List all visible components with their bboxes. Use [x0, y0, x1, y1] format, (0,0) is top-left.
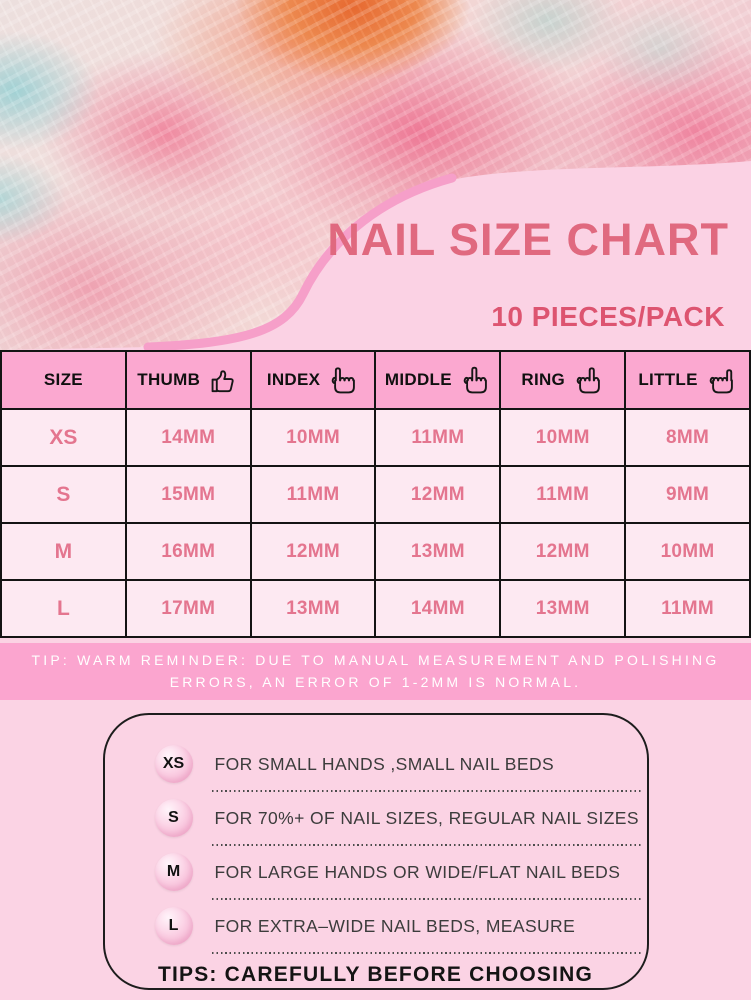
panel-shape [0, 161, 751, 350]
column-label: MIDDLE [384, 370, 452, 389]
size-label: XS [0, 408, 127, 467]
column-label: LITTLE [638, 370, 698, 389]
size-label: L [0, 579, 127, 638]
size-value: 9MM [624, 465, 751, 524]
size-value: 13MM [249, 579, 377, 638]
table-row: S 15MM 11MM 12MM 11MM 9MM [0, 465, 751, 524]
size-value: 8MM [624, 408, 751, 467]
size-value: 11MM [374, 408, 502, 467]
guide-description: FOR LARGE HANDS OR WIDE/FLAT NAIL BEDS [214, 861, 621, 882]
size-value: 14MM [124, 408, 252, 467]
column-header-index: INDEX [249, 350, 377, 410]
index-finger-icon [327, 364, 359, 396]
header-row: SIZE THUMB INDEX MIDDLE RING LITTLE [0, 350, 751, 410]
dotted-divider [211, 898, 642, 900]
size-value: 14MM [374, 579, 502, 638]
size-ball-l: L [154, 907, 193, 945]
guide-description: FOR EXTRA–WIDE NAIL BEDS, MEASURE [214, 915, 576, 936]
little-finger-icon [705, 364, 737, 396]
column-label: SIZE [43, 370, 83, 389]
curve-accent-stroke [143, 173, 457, 350]
guide-description: FOR 70%+ OF NAIL SIZES, REGULAR NAIL SIZ… [214, 807, 639, 828]
guide-items: XS FOR SMALL HANDS ,SMALL NAIL BEDS S FOR 7… [105, 738, 647, 954]
dotted-divider [211, 844, 642, 846]
guide-description: FOR SMALL HANDS ,SMALL NAIL BEDS [214, 753, 555, 774]
size-value: 12MM [499, 522, 627, 581]
size-value: 11MM [249, 465, 377, 524]
size-guide-box: XS FOR SMALL HANDS ,SMALL NAIL BEDS S FOR 7… [102, 713, 649, 990]
size-value: 12MM [374, 465, 502, 524]
guide-footer: TIPS: CAREFULLY BEFORE CHOOSING [157, 963, 594, 986]
page-title: NAIL SIZE CHART [327, 214, 729, 265]
table-body: XS 14MM 10MM 11MM 10MM 8MM S 15MM 11MM 12MM 11MM 9M… [0, 408, 751, 638]
nail-size-table: SIZE THUMB INDEX MIDDLE RING LITTLE XS 14MM 10M… [0, 350, 751, 638]
table-row: L 17MM 13MM 14MM 13MM 11MM [0, 579, 751, 638]
size-label: S [0, 465, 127, 524]
size-label: M [0, 522, 127, 581]
tip-banner-line1: TIP: WARM REMINDER: DUE TO MANUAL MEASUR… [31, 651, 720, 668]
size-value: 13MM [374, 522, 502, 581]
thumb-up-icon [207, 364, 239, 396]
pack-count-label: 10 PIECES/PACK [491, 301, 725, 332]
dotted-divider [211, 790, 642, 792]
middle-finger-icon [459, 364, 491, 396]
size-ball-xs: XS [154, 745, 193, 783]
size-value: 10MM [499, 408, 627, 467]
size-value: 13MM [499, 579, 627, 638]
table-header: SIZE THUMB INDEX MIDDLE RING LITTLE [0, 350, 751, 410]
tip-banner-line2: ERRORS, AN ERROR OF 1-2MM IS NORMAL. [169, 673, 582, 690]
guide-item: L FOR EXTRA–WIDE NAIL BEDS, MEASURE [105, 900, 647, 952]
hero-banner: NAIL SIZE CHART 10 PIECES/PACK [0, 0, 751, 350]
size-ball-m: M [154, 853, 193, 891]
ring-finger-icon [572, 364, 604, 396]
guide-item: S FOR 70%+ OF NAIL SIZES, REGULAR NAIL SI… [105, 792, 647, 844]
dotted-divider [211, 952, 642, 954]
size-value: 15MM [124, 465, 252, 524]
curved-panel [0, 161, 751, 350]
column-label: RING [521, 370, 566, 389]
size-ball-s: S [154, 799, 193, 837]
tip-banner: TIP: WARM REMINDER: DUE TO MANUAL MEASUR… [0, 643, 751, 700]
size-value: 11MM [499, 465, 627, 524]
size-value: 10MM [249, 408, 377, 467]
size-value: 17MM [124, 579, 252, 638]
column-header-little: LITTLE [624, 350, 751, 410]
column-header-ring: RING [499, 350, 627, 410]
size-value: 12MM [249, 522, 377, 581]
guide-item: XS FOR SMALL HANDS ,SMALL NAIL BEDS [105, 738, 647, 790]
column-label: INDEX [266, 370, 321, 389]
column-label: THUMB [137, 370, 201, 389]
size-value: 10MM [624, 522, 751, 581]
size-value: 11MM [624, 579, 751, 638]
column-header-middle: MIDDLE [374, 350, 502, 410]
column-header-thumb: THUMB [124, 350, 252, 410]
size-value: 16MM [124, 522, 252, 581]
guide-item: M FOR LARGE HANDS OR WIDE/FLAT NAIL BEDS [105, 846, 647, 898]
table-row: XS 14MM 10MM 11MM 10MM 8MM [0, 408, 751, 467]
column-header-size: SIZE [0, 350, 127, 410]
table-row: M 16MM 12MM 13MM 12MM 10MM [0, 522, 751, 581]
